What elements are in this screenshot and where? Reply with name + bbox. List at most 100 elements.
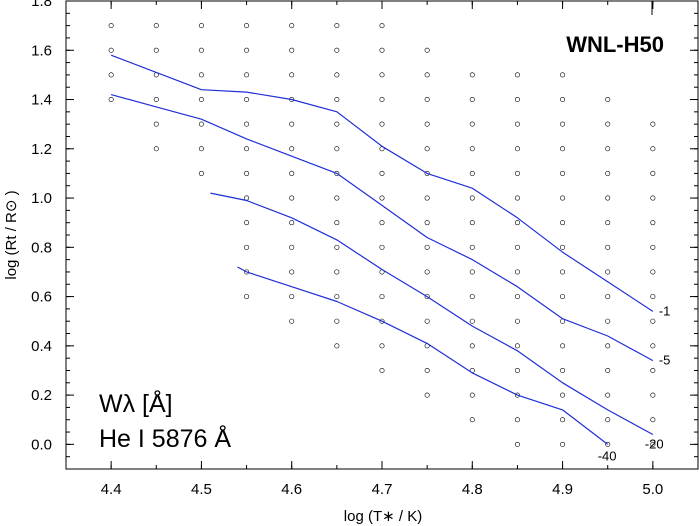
y-tick-label: 0.8 — [31, 239, 52, 256]
grid-point — [244, 121, 250, 127]
grid-point — [244, 146, 250, 152]
grid-point — [469, 170, 475, 176]
grid-point — [469, 392, 475, 398]
x-tick-label: 4.4 — [101, 481, 122, 498]
grid-point — [469, 97, 475, 103]
grid-point — [424, 146, 430, 152]
contour-line — [110, 54, 654, 312]
y-tick-label: 1.6 — [31, 42, 52, 59]
grid-point — [244, 47, 250, 53]
grid-point — [469, 121, 475, 127]
y-tick-label: 1.0 — [31, 190, 52, 207]
grid-point — [334, 23, 340, 29]
grid-point — [334, 170, 340, 176]
grid-point — [560, 269, 566, 275]
x-tick-label: 4.9 — [552, 481, 573, 498]
grid-point — [560, 392, 566, 398]
grid-point — [514, 170, 520, 176]
grid-point — [289, 170, 295, 176]
grid-point — [650, 343, 656, 349]
grid-point — [244, 244, 250, 250]
grid-point — [605, 367, 611, 373]
grid-point — [244, 170, 250, 176]
grid-point — [379, 121, 385, 127]
grid-point — [108, 72, 114, 78]
grid-point — [244, 97, 250, 103]
grid-point — [334, 269, 340, 275]
grid-point — [153, 47, 159, 53]
grid-point — [424, 195, 430, 201]
grid-point — [198, 121, 204, 127]
grid-point — [560, 441, 566, 447]
grid-point — [334, 294, 340, 300]
chart-title: WNL-H50 — [566, 32, 664, 57]
grid-point — [605, 269, 611, 275]
grid-point — [605, 220, 611, 226]
grid-point — [424, 220, 430, 226]
x-axis-label: log (T∗ / K) — [344, 508, 422, 525]
grid-point — [605, 294, 611, 300]
grid-point — [514, 72, 520, 78]
y-tick-label: 0.4 — [31, 338, 52, 355]
grid-point — [560, 146, 566, 152]
contour-line — [237, 266, 609, 445]
grid-point — [379, 195, 385, 201]
grid-point — [424, 97, 430, 103]
grid-point — [244, 294, 250, 300]
grid-point — [334, 220, 340, 226]
grid-point — [289, 121, 295, 127]
grid-point — [605, 392, 611, 398]
grid-point — [514, 244, 520, 250]
grid-point — [469, 343, 475, 349]
grid-point — [244, 72, 250, 78]
grid-point — [560, 343, 566, 349]
contour-label: -5 — [659, 353, 671, 368]
grid-point — [469, 72, 475, 78]
annotation-equivalent-width: Wλ [Å] — [99, 388, 173, 418]
grid-point — [334, 72, 340, 78]
x-tick-label: 5.0 — [642, 481, 663, 498]
grid-point — [560, 417, 566, 423]
grid-point — [424, 269, 430, 275]
grid-point — [469, 195, 475, 201]
grid-point — [560, 220, 566, 226]
grid-point — [198, 146, 204, 152]
grid-point — [379, 23, 385, 29]
grid-point — [334, 195, 340, 201]
grid-point — [650, 244, 656, 250]
y-tick-label: 1.8 — [31, 0, 52, 10]
grid-point — [650, 195, 656, 201]
grid-point — [605, 97, 611, 103]
grid-point — [289, 220, 295, 226]
grid-point — [560, 367, 566, 373]
grid-point — [289, 47, 295, 53]
annotation-line-id: He I 5876 Å — [99, 423, 231, 453]
grid-point — [650, 441, 656, 447]
y-axis-label: log (Rt / R⊙ ) — [3, 190, 20, 279]
grid-point — [514, 417, 520, 423]
grid-point — [514, 441, 520, 447]
grid-point — [514, 294, 520, 300]
grid-point — [514, 343, 520, 349]
grid-point — [469, 146, 475, 152]
grid-point — [560, 244, 566, 250]
x-tick-label: 4.8 — [462, 481, 483, 498]
y-tick-label: 0.0 — [31, 436, 52, 453]
grid-point — [244, 23, 250, 29]
axis-ticks: 4.4 4.5 4.6 4.7 4.8 4.9 5.0 0.0 0.2 0.4 0.6 0.8 1.0 1… — [31, 0, 699, 498]
grid-point — [424, 47, 430, 53]
y-tick-label: 1.4 — [31, 92, 52, 109]
contour-labels: -1 -5 -20 -40 — [598, 303, 671, 463]
contour-lines — [110, 54, 654, 445]
contour-label: -1 — [659, 303, 671, 318]
grid-point — [379, 244, 385, 250]
grid-point — [560, 195, 566, 201]
grid-point — [334, 318, 340, 324]
grid-point — [560, 97, 566, 103]
grid-point — [108, 97, 114, 103]
x-tick-label: 4.6 — [281, 481, 302, 498]
grid-point — [153, 97, 159, 103]
grid-point — [424, 392, 430, 398]
grid-point — [334, 47, 340, 53]
grid-point — [650, 392, 656, 398]
